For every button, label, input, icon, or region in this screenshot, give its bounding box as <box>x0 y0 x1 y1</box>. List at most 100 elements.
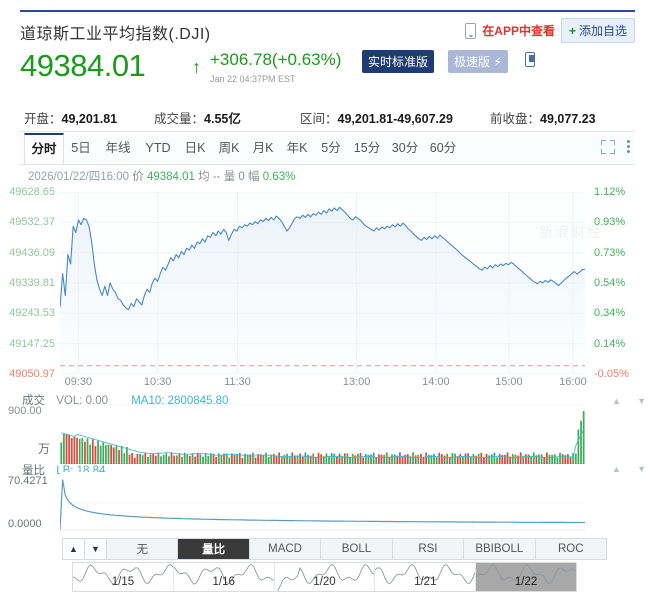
realtime-standard-badge[interactable]: 实时标准版 <box>362 50 435 73</box>
indicator-tab-MACD[interactable]: MACD <box>250 539 322 559</box>
time-tick-1: 10:30 <box>143 376 172 388</box>
info-avg-value: -- <box>212 171 221 183</box>
volume-axis-max: 900.00 <box>8 405 42 417</box>
indicator-tab-量比[interactable]: 量比 <box>178 539 250 559</box>
percent-tick-1: 0.93% <box>594 216 626 229</box>
stat-open-value: 49,201.81 <box>61 112 118 126</box>
price-tick-1: 49532.37 <box>9 216 55 229</box>
quote-timestamp: Jan 22 04:37PM EST <box>210 74 296 84</box>
lb-panel-arrows: ▲ ▼ <box>612 464 646 474</box>
info-amp-label: 幅 <box>248 171 260 183</box>
lb-chart[interactable] <box>59 472 585 534</box>
lb-panel-top-handle[interactable] <box>525 466 610 473</box>
percent-tick-6: -0.05% <box>594 368 629 380</box>
indicator-tab-RSI[interactable]: RSI <box>393 539 465 559</box>
date-range-strip: 1/15 1/16 1/20 1/21 1/22 <box>72 562 577 592</box>
tab-5日[interactable]: 5日 <box>71 141 91 155</box>
price-change: +306.78(+0.63%) <box>210 50 342 69</box>
volume-chart[interactable] <box>60 403 585 464</box>
indicator-scroll-down[interactable]: ▼ <box>85 539 107 559</box>
crosshair-info: 2026/01/22/四16:00 价 49384.01 均 -- 量 0 幅 … <box>28 168 295 184</box>
indicator-tab-BBIBOLL[interactable]: BBIBOLL <box>464 539 536 559</box>
indicator-scroll-up[interactable]: ▲ <box>63 539 85 559</box>
date-cell-label: 1/16 <box>212 576 235 588</box>
lb-axis-max: 70.4271 <box>8 475 48 487</box>
tab-年线[interactable]: 年线 <box>105 141 131 155</box>
date-cell-label: 1/15 <box>111 576 135 588</box>
tab-5分[interactable]: 5分 <box>321 141 341 155</box>
index-title: 道琼斯工业平均指数(.DJI) <box>20 26 211 43</box>
add-watchlist-label: 添加自选 <box>578 24 627 38</box>
date-cell-1-22[interactable]: 1/22 <box>476 563 576 591</box>
stat-volume: 成交量：4.55亿 <box>154 108 241 127</box>
add-watchlist-button[interactable]: + 添加自选 <box>560 18 635 43</box>
mobile-app-icon[interactable] <box>525 52 535 67</box>
more-menu-icon[interactable] <box>627 140 631 154</box>
plus-icon: + <box>568 23 576 38</box>
tab-YTD[interactable]: YTD <box>145 141 171 155</box>
stat-prev-close-label: 前收盘： <box>490 112 541 126</box>
time-tick-0: 09:30 <box>64 376 93 388</box>
price-tick-4: 49243.53 <box>9 307 55 320</box>
info-price-value: 49384.01 <box>146 171 195 183</box>
tab-60分[interactable]: 60分 <box>429 141 457 155</box>
price-axis-left: 49628.65 49532.37 49436.09 49339.81 49243.53… <box>0 187 58 380</box>
volume-panel-top-handle[interactable] <box>525 398 610 405</box>
percent-tick-0: 1.12% <box>594 186 626 198</box>
stat-volume-label: 成交量： <box>154 112 205 126</box>
date-cell-label: 1/21 <box>414 576 437 588</box>
phone-icon <box>465 22 477 39</box>
tab-年K[interactable]: 年K <box>286 141 308 155</box>
stat-open-label: 开盘： <box>24 112 62 126</box>
time-axis: 09:30 10:30 11:30 13:00 14:00 15:00 16:00 <box>0 374 655 392</box>
tab-30分[interactable]: 30分 <box>391 141 419 155</box>
volume-panel-down-arrow[interactable]: ▼ <box>637 396 646 406</box>
date-cell-1-16[interactable]: 1/16 <box>173 563 275 591</box>
tab-日K[interactable]: 日K <box>184 141 206 155</box>
lb-axis-min: 0.0000 <box>8 518 42 530</box>
time-tick-2: 11:30 <box>224 376 251 388</box>
page-header: 道琼斯工业平均指数(.DJI) 在APP中查看 + 添加自选 <box>20 18 635 48</box>
view-in-app-link[interactable]: 在APP中查看 <box>482 24 555 38</box>
date-cell-label: 1/22 <box>514 576 538 588</box>
lb-panel-down-arrow[interactable]: ▼ <box>637 464 646 474</box>
price-tick-5: 49147.25 <box>9 337 55 350</box>
stats-row: 开盘：49,201.81 成交量：4.55亿 区间：49,201.81-49,6… <box>20 104 635 132</box>
chart-tools <box>601 140 631 154</box>
info-price-label: 价 <box>132 171 144 183</box>
top-divider <box>20 10 635 12</box>
price-tick-6: 49050.97 <box>9 368 55 380</box>
stat-range-label: 区间： <box>300 112 338 126</box>
indicator-tab-bar: ▲ ▼ 无量比 MACD BOLL RSI BBIBOLL ROC <box>62 538 607 560</box>
price-up-arrow-icon: ↑ <box>192 57 201 77</box>
lb-caption: 量比 <box>22 465 45 477</box>
date-cell-label: 1/20 <box>313 576 336 588</box>
lb-panel-up-arrow[interactable]: ▲ <box>612 464 621 474</box>
percent-tick-5: 0.14% <box>594 337 626 350</box>
price-tick-3: 49339.81 <box>9 277 55 289</box>
date-cell-1-21[interactable]: 1/21 <box>375 563 477 591</box>
stat-range-value: 49,201.81-49,607.29 <box>337 112 453 126</box>
fast-version-badge[interactable]: 极速版 ⚡ <box>448 50 508 73</box>
volume-panel-up-arrow[interactable]: ▲ <box>612 396 621 406</box>
fullscreen-icon[interactable] <box>601 140 615 154</box>
tab-月K[interactable]: 月K <box>252 141 274 155</box>
percent-tick-4: 0.34% <box>594 307 626 320</box>
indicator-tab-ROC[interactable]: ROC <box>557 543 584 555</box>
info-amp-value: 0.63% <box>262 171 296 183</box>
tab-周K[interactable]: 周K <box>218 141 240 155</box>
intraday-price-chart[interactable] <box>59 191 586 375</box>
indicator-tab-无[interactable]: 无 <box>107 539 179 559</box>
info-datetime: 2026/01/22/四16:00 <box>28 171 130 183</box>
indicator-tab-BOLL[interactable]: BOLL <box>321 539 393 559</box>
tab-分时[interactable]: 分时 <box>24 133 64 164</box>
tab-15分[interactable]: 15分 <box>353 141 381 155</box>
quote-summary: 49384.01 ↑ +306.78(+0.63%) Jan 22 04:37P… <box>20 48 635 94</box>
info-vol-value: 0 <box>238 171 245 183</box>
date-cell-1-20[interactable]: 1/20 <box>275 563 376 591</box>
info-vol-label: 量 <box>223 171 236 183</box>
date-cell-1-15[interactable]: 1/15 <box>73 563 174 591</box>
time-tick-3: 13:00 <box>342 376 371 388</box>
time-tick-5: 15:00 <box>495 376 523 388</box>
